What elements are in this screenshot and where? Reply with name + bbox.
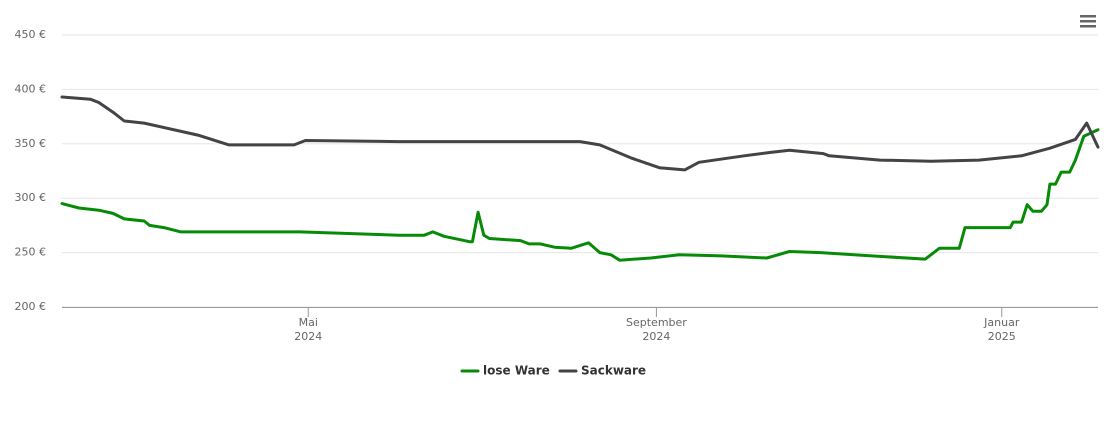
x-tick-label: 2024 <box>642 330 670 343</box>
y-tick-label: 300 € <box>15 191 47 204</box>
x-tick-label: September <box>626 316 687 329</box>
series-line <box>60 95 1100 172</box>
y-tick-label: 350 € <box>15 137 47 150</box>
y-tick-label: 450 € <box>15 28 47 41</box>
y-tick-label: 250 € <box>15 246 47 259</box>
series-line <box>60 128 1100 262</box>
y-tick-label: 400 € <box>15 82 47 95</box>
legend-label: lose Ware <box>483 364 550 378</box>
legend-label: Sackware <box>581 364 646 378</box>
x-tick-label: 2025 <box>988 330 1016 343</box>
x-tick-label: Mai <box>299 316 318 329</box>
menu-bar <box>1080 25 1096 28</box>
menu-button[interactable] <box>1080 15 1096 28</box>
x-tick-label: Januar <box>983 316 1020 329</box>
menu-bar <box>1080 20 1096 23</box>
menu-bar <box>1080 15 1096 18</box>
y-tick-label: 200 € <box>15 300 47 313</box>
x-tick-label: 2024 <box>294 330 322 343</box>
